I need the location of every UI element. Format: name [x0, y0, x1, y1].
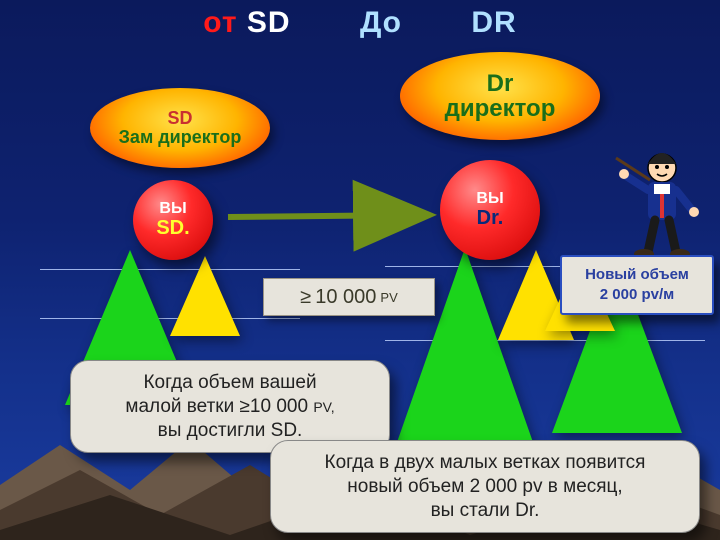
new-volume-l1: Новый объем [585, 265, 689, 285]
node-you-sd-role: SD. [156, 218, 189, 239]
pv-symbol: ≥ [300, 286, 311, 309]
sp2-l1: Когда в двух малых ветках появится [285, 451, 685, 475]
new-volume-box: Новый объем 2 000 pv/м [560, 255, 714, 315]
sp1-l2: малой ветки ≥10 000 [125, 396, 308, 417]
sp2-l2: новый объем 2 000 pv в месяц, [285, 475, 685, 499]
new-volume-l2: 2 000 pv/м [600, 285, 674, 305]
node-you-sd: ВЫ SD. [133, 180, 213, 260]
sp1-l1: Когда объем вашей [85, 371, 375, 395]
node-you-dr-role: Dr. [477, 208, 504, 229]
node-you-dr: ВЫ Dr. [440, 160, 540, 260]
sp1-unit: PV, [313, 399, 334, 415]
sp2-l3: вы стали Dr. [285, 499, 685, 523]
pv-threshold-box: ≥ 10 000 PV [263, 278, 435, 316]
speech-dr-condition: Когда в двух малых ветках появится новый… [270, 440, 700, 533]
node-you-sd-label: ВЫ [159, 201, 186, 218]
sp1-l3: вы достигли SD. [85, 419, 375, 443]
pv-value: 10 000 [315, 286, 376, 309]
pv-unit: PV [380, 290, 397, 305]
node-you-dr-label: ВЫ [476, 191, 503, 208]
